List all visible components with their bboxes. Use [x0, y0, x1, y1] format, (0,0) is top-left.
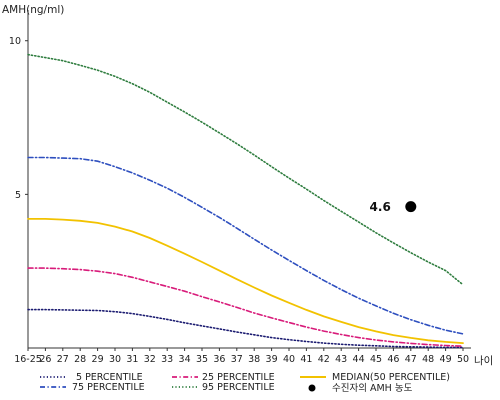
x-tick-label: 37	[231, 354, 243, 365]
legend-label: MEDIAN(50 PERCENTILE)	[332, 372, 450, 383]
x-tick-label: 46	[387, 354, 399, 365]
x-tick-label: 31	[126, 354, 138, 365]
marker-layer: 4.6	[370, 200, 417, 214]
x-tick-label: 26	[39, 354, 51, 365]
legend-label: 95 PERCENTILE	[202, 382, 275, 393]
x-tick-label: 35	[196, 354, 208, 365]
x-axis-title: 나이	[474, 355, 493, 367]
x-tick-label: 50	[457, 354, 469, 365]
series-line-5-percentile	[27, 308, 464, 349]
series-line-25-percentile	[27, 267, 464, 347]
x-tick-label: 42	[318, 354, 330, 365]
x-tick-label: 28	[74, 354, 86, 365]
x-tick-label: 43	[335, 354, 347, 365]
legend-label: 25 PERCENTILE	[202, 372, 275, 383]
x-tick-label: 38	[248, 354, 260, 365]
series-line-95-percentile	[27, 53, 464, 286]
x-tick-label: 32	[144, 354, 156, 365]
y-axis-title: AMH(ng/ml)	[2, 4, 64, 16]
legend-marker-label: 수진자의 AMH 농도	[332, 383, 413, 394]
x-tick-label: 44	[353, 354, 365, 365]
y-tick-label: 10	[9, 36, 21, 47]
x-tick-label: 48	[422, 354, 434, 365]
legend-label: 75 PERCENTILE	[72, 382, 145, 393]
x-tick-label: 41	[300, 354, 312, 365]
legend-marker-swatch	[308, 384, 316, 392]
patient-amh-point	[405, 201, 417, 213]
x-tick-label: 16-25	[14, 354, 42, 365]
x-tick-label: 40	[283, 354, 295, 365]
x-tick-label: 29	[92, 354, 104, 365]
x-tick-label: 33	[161, 354, 173, 365]
patient-amh-value-label: 4.6	[370, 200, 391, 214]
x-tick-label: 49	[440, 354, 452, 365]
x-tick-label: 47	[405, 354, 417, 365]
x-tick-label: 39	[266, 354, 278, 365]
x-tick-label: 45	[370, 354, 382, 365]
series-layer	[27, 53, 464, 349]
series-line-75-percentile	[27, 156, 464, 335]
y-tick-label: 5	[15, 190, 21, 201]
x-tick-label: 36	[213, 354, 225, 365]
series-line-median-50-percentile	[27, 218, 464, 344]
x-tick-label: 34	[179, 354, 191, 365]
x-tick-label: 30	[109, 354, 121, 365]
legend-label: 5 PERCENTILE	[76, 372, 143, 383]
x-tick-label: 27	[57, 354, 69, 365]
